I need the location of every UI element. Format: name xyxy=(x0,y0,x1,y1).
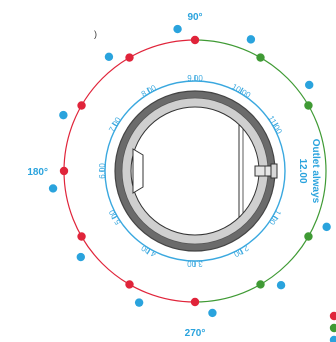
legend-blue-dot xyxy=(329,335,336,342)
hour-ticks xyxy=(99,75,279,267)
degree-label-90: 90° xyxy=(187,12,202,23)
outer-dots xyxy=(59,35,313,307)
dot-270 xyxy=(190,297,200,307)
hour-label: 6.00 xyxy=(98,163,107,179)
green-arc xyxy=(194,39,327,303)
blue-dot-150 xyxy=(59,110,68,120)
hour-tick xyxy=(111,122,118,127)
dot-150 xyxy=(77,101,86,110)
dot-240 xyxy=(125,280,134,289)
degree-label-180: 180° xyxy=(27,167,48,178)
hour-label: 3.00 xyxy=(187,259,203,268)
hour-label: 2.00 xyxy=(232,243,250,259)
dot-330 xyxy=(304,232,313,241)
dot-180 xyxy=(59,166,69,176)
hour-label: 9.00 xyxy=(187,74,203,83)
outlet-label: Outlet always 12.00 xyxy=(297,139,321,204)
blue-dot-90 xyxy=(173,24,182,34)
hour-label: 10.00 xyxy=(230,82,252,100)
blue-dot-180 xyxy=(48,184,58,193)
hour-label: 4.00 xyxy=(139,243,157,259)
outlet-label-line2: 12.00 xyxy=(297,158,308,183)
hour-tick xyxy=(239,87,244,94)
hour-tick xyxy=(272,215,279,220)
dot-90 xyxy=(190,35,200,45)
pipe-body xyxy=(254,165,274,177)
dot-60 xyxy=(256,53,265,62)
hour-label: 1.00 xyxy=(267,208,283,226)
blue-dot-120 xyxy=(104,52,114,61)
pipe-cap xyxy=(270,163,278,179)
blue-dot-270 xyxy=(208,308,217,318)
legend xyxy=(329,311,336,342)
blue-dot-210 xyxy=(76,252,85,262)
dot-210 xyxy=(77,232,86,241)
legend-red-dot xyxy=(329,311,336,321)
dot-300 xyxy=(256,280,265,289)
hour-label: 8.00 xyxy=(140,83,158,99)
hour-tick xyxy=(146,248,151,255)
blue-dot-300 xyxy=(276,281,286,290)
hour-label: 5.00 xyxy=(107,208,123,226)
dial-face xyxy=(130,106,260,236)
hour-tick xyxy=(111,215,118,220)
outlet-label-line1: Outlet always xyxy=(310,139,321,204)
dot-30 xyxy=(304,101,313,110)
left-bracket xyxy=(132,148,144,194)
blue-dots xyxy=(48,24,331,318)
dot-120 xyxy=(125,53,134,62)
dial-body xyxy=(114,90,278,252)
hour-label: 7.00 xyxy=(107,115,123,133)
degree-label-270: 270° xyxy=(185,328,206,339)
hour-tick xyxy=(146,87,151,94)
blue-dot-240 xyxy=(134,298,144,307)
outlet-pipe xyxy=(254,163,278,179)
hour-label: 11.00 xyxy=(266,114,284,136)
blue-dot-330 xyxy=(322,222,331,232)
blue-dot-30 xyxy=(305,80,314,90)
hour-tick xyxy=(272,122,279,127)
hour-tick xyxy=(239,248,244,255)
stray-mark: ) xyxy=(94,29,97,39)
blue-dot-60 xyxy=(246,35,256,44)
legend-green-dot xyxy=(329,323,336,333)
